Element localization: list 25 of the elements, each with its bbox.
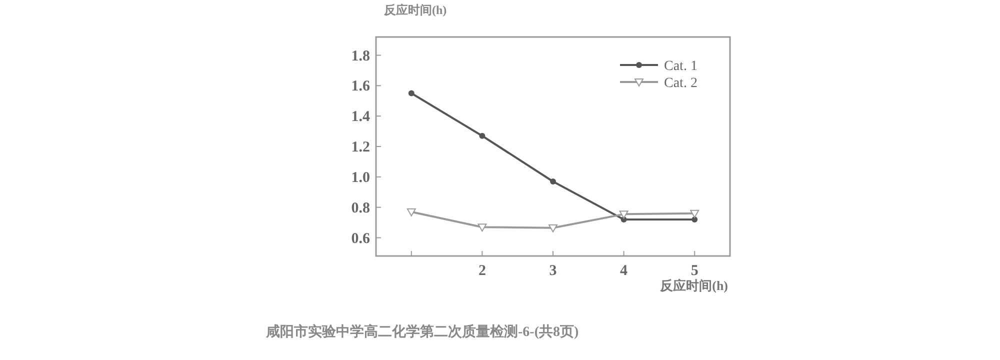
y-tick-label: 1.0 [351, 170, 370, 186]
x-tick-label: 4 [620, 263, 628, 279]
y-tick-label: 1.2 [351, 140, 370, 156]
text: 咸阳市实验中学高二化学第二次质量检测-6-(共8页) [265, 323, 579, 340]
point [478, 224, 487, 232]
point [479, 132, 486, 139]
point [548, 224, 558, 232]
point [619, 210, 628, 219]
x-axis-title: 反应时间(h) [659, 278, 728, 293]
x-tick-label: 2 [478, 263, 486, 279]
y-tick-label: 0.6 [351, 230, 370, 247]
x-tick-label: 5 [690, 263, 698, 279]
legend-label: Cat. 1 [664, 59, 698, 74]
y-tick-label: 0.8 [351, 200, 370, 216]
point [690, 210, 700, 218]
x-tick-label: 3 [549, 263, 557, 279]
point [550, 178, 556, 184]
legend-label: Cat. 2 [664, 76, 698, 91]
point [406, 208, 416, 216]
point [692, 216, 698, 222]
y-tick-label: 1.6 [351, 78, 370, 95]
point [408, 90, 414, 96]
y-tick-label: 1.8 [351, 48, 370, 64]
y-tick-label: 1.4 [351, 109, 370, 126]
text: 反应时间(h) [383, 3, 447, 17]
